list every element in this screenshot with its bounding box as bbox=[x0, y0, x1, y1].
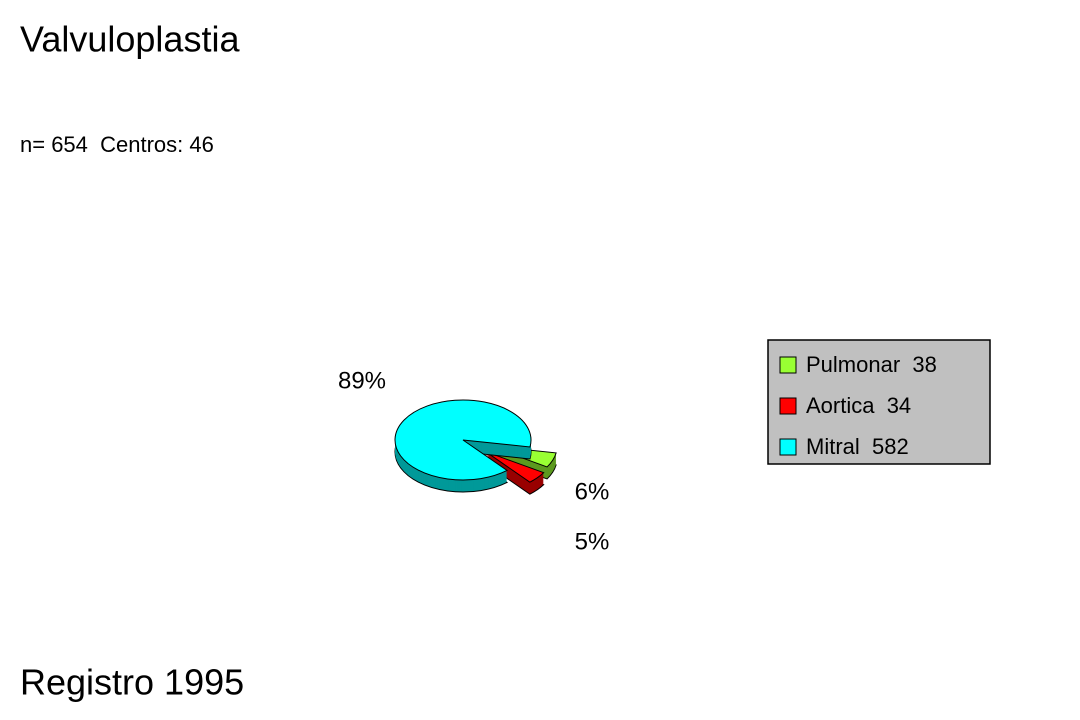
chart-title: Valvuloplastia bbox=[20, 19, 240, 60]
data-label: 5% bbox=[575, 528, 610, 555]
legend-label: Mitral 582 bbox=[806, 434, 909, 459]
chart-footer: Registro 1995 bbox=[20, 662, 244, 703]
pie-slice bbox=[394, 399, 532, 481]
legend-box bbox=[767, 339, 991, 465]
legend-swatch bbox=[779, 356, 797, 374]
legend-label: Aortica 34 bbox=[806, 393, 911, 418]
data-label: 89% bbox=[338, 367, 386, 394]
chart-subtitle: n= 654 Centros: 46 bbox=[20, 132, 214, 157]
legend-swatch bbox=[779, 438, 797, 456]
pie-slice bbox=[485, 451, 545, 483]
legend-label: Pulmonar 38 bbox=[806, 352, 937, 377]
data-label: 6% bbox=[575, 478, 610, 505]
legend-swatch bbox=[779, 397, 797, 415]
